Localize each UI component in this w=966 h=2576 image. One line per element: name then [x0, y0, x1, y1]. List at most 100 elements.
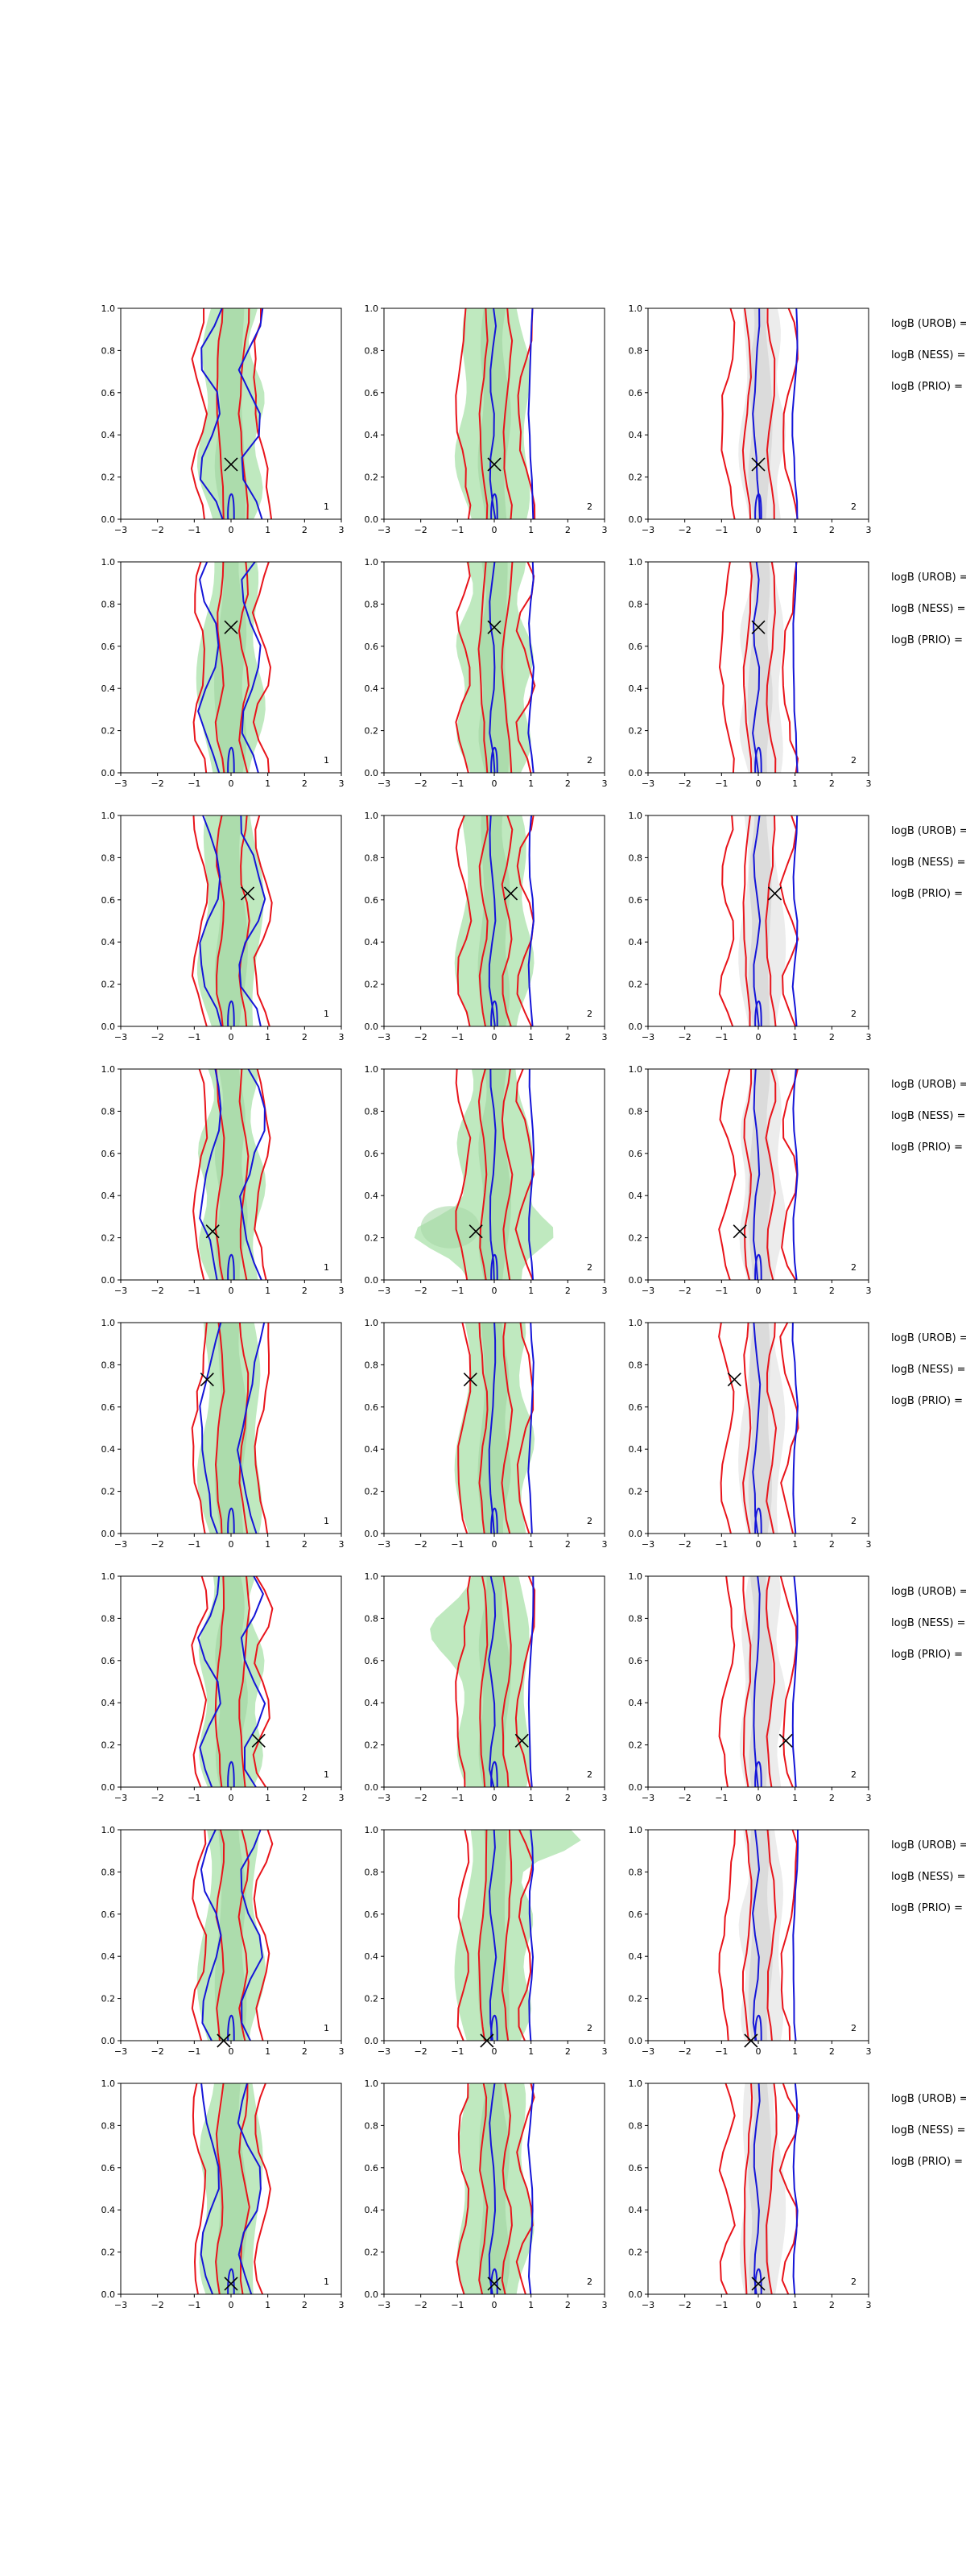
- density-outer-fill: [430, 1576, 530, 1787]
- red-contour: [501, 1069, 514, 1280]
- red-contour: [253, 308, 273, 519]
- x-tick-label: 3: [339, 1539, 345, 1550]
- y-tick-label: 0.2: [101, 473, 116, 483]
- panel-r7-c3: −3 −2 −1 0 1 2 3 0.0 0.2 0.4 0.6 0.8 1.0 2: [629, 1825, 872, 2057]
- x-tick-label: 3: [602, 778, 608, 789]
- side-label-logb: logB (PRIO) =: [891, 1649, 963, 1661]
- red-contour: [779, 815, 799, 1026]
- y-tick-label: 0.8: [365, 1613, 379, 1624]
- x-tick-label: 1: [792, 1539, 798, 1550]
- panel-id: 2: [587, 502, 592, 512]
- y-tick-label: 1.0: [365, 1825, 379, 1835]
- red-contour: [741, 1830, 753, 2041]
- plot-area: [454, 1830, 581, 2041]
- true-value-marker: [733, 1224, 747, 1239]
- x-tick-label: 2: [829, 2046, 835, 2057]
- red-contour: [478, 815, 489, 1026]
- side-label-logb: logB (PRIO) =: [891, 1395, 963, 1407]
- red-contour: [742, 562, 753, 773]
- x-tick-label: 1: [265, 1793, 270, 1803]
- x-tick-label: −2: [415, 525, 427, 535]
- y-tick-label: 0.0: [101, 768, 116, 778]
- plot-area: [454, 308, 536, 519]
- x-tick-label: −2: [151, 778, 164, 789]
- x-tick-label: 2: [829, 1793, 835, 1803]
- x-tick-label: 3: [339, 2046, 345, 2057]
- x-tick-label: −3: [378, 2046, 390, 2057]
- y-tick-label: 0.2: [101, 726, 116, 737]
- red-contour: [192, 1069, 208, 1280]
- blue-contour: [792, 562, 799, 773]
- x-tick-label: −3: [114, 1539, 127, 1550]
- y-tick-label: 0.4: [629, 1951, 643, 1962]
- x-tick-label: 0: [756, 525, 762, 535]
- x-tick-label: 1: [792, 2300, 798, 2310]
- x-tick-label: 0: [229, 1793, 234, 1803]
- x-tick-label: 1: [265, 2300, 270, 2310]
- x-tick-label: −3: [642, 1032, 654, 1042]
- y-tick-label: 0.6: [101, 1656, 116, 1666]
- panel-r2-c2: −3 −2 −1 0 1 2 3 0.0 0.2 0.4 0.6 0.8 1.0 2: [365, 557, 608, 789]
- red-contour: [742, 1323, 752, 1534]
- red-contour: [718, 2083, 736, 2294]
- red-contour: [456, 2083, 470, 2294]
- y-tick-label: 1.0: [101, 303, 116, 314]
- panel-id: 2: [587, 1262, 592, 1273]
- side-label-logb: logB (UROB) =: [891, 1839, 966, 1852]
- x-tick-label: 2: [302, 1032, 308, 1042]
- y-tick-label: 1.0: [365, 811, 379, 821]
- red-contour: [766, 562, 777, 773]
- red-contour: [254, 1069, 271, 1280]
- y-tick-label: 0.8: [365, 1867, 379, 1877]
- blue-contour: [199, 815, 222, 1026]
- red-contour: [456, 1830, 470, 2041]
- y-tick-label: 0.6: [101, 1149, 116, 1159]
- red-contour: [765, 815, 777, 1026]
- x-tick-label: −1: [715, 1032, 728, 1042]
- red-contour: [720, 308, 736, 519]
- panel-id: 2: [851, 2023, 857, 2033]
- x-tick-label: −2: [679, 525, 691, 535]
- red-contour: [253, 1830, 274, 2041]
- red-contour: [455, 815, 473, 1026]
- x-tick-label: 0: [229, 2300, 234, 2310]
- true-value-marker: [487, 457, 502, 472]
- y-tick-label: 0.0: [101, 514, 116, 525]
- panel-id: 2: [851, 755, 857, 766]
- true-value-marker: [224, 2277, 238, 2291]
- red-contour: [743, 2083, 753, 2294]
- red-contour: [515, 2083, 535, 2294]
- plot-area: [720, 308, 799, 519]
- blue-contour: [199, 1069, 222, 1280]
- true-value-marker: [751, 2277, 766, 2291]
- red-contour: [251, 562, 272, 773]
- y-tick-label: 0.0: [101, 1022, 116, 1032]
- blue-contour: [527, 2083, 535, 2294]
- side-label-logb: logB (PRIO) =: [891, 888, 963, 900]
- y-tick-label: 1.0: [101, 1318, 116, 1328]
- y-tick-label: 0.0: [629, 1275, 643, 1286]
- y-tick-label: 1.0: [365, 303, 379, 314]
- red-contour: [237, 562, 250, 773]
- red-contour: [192, 562, 208, 773]
- y-tick-label: 0.6: [629, 895, 643, 906]
- red-contour: [718, 1069, 737, 1280]
- plot-area: [455, 562, 536, 773]
- red-contour: [216, 308, 225, 519]
- x-tick-label: 0: [492, 1539, 497, 1550]
- y-tick-label: 0.8: [365, 1106, 379, 1117]
- blue-contour: [527, 562, 535, 773]
- y-tick-label: 1.0: [629, 2079, 643, 2089]
- x-tick-label: 3: [602, 525, 608, 535]
- panel-r2-c1: −3 −2 −1 0 1 2 3 0.0 0.2 0.4 0.6 0.8 1.0 1: [101, 557, 345, 789]
- panel-id: 1: [324, 1262, 329, 1273]
- blue-contour: [489, 562, 496, 773]
- x-tick-label: −1: [188, 778, 200, 789]
- y-tick-label: 0.2: [365, 1233, 379, 1244]
- red-contour: [501, 562, 514, 773]
- x-tick-label: 3: [866, 1032, 872, 1042]
- blue-contour-loop: [490, 2268, 498, 2294]
- x-tick-label: −3: [378, 2300, 390, 2310]
- density-inner-fill: [214, 1830, 247, 2041]
- y-tick-label: 0.6: [629, 2163, 643, 2174]
